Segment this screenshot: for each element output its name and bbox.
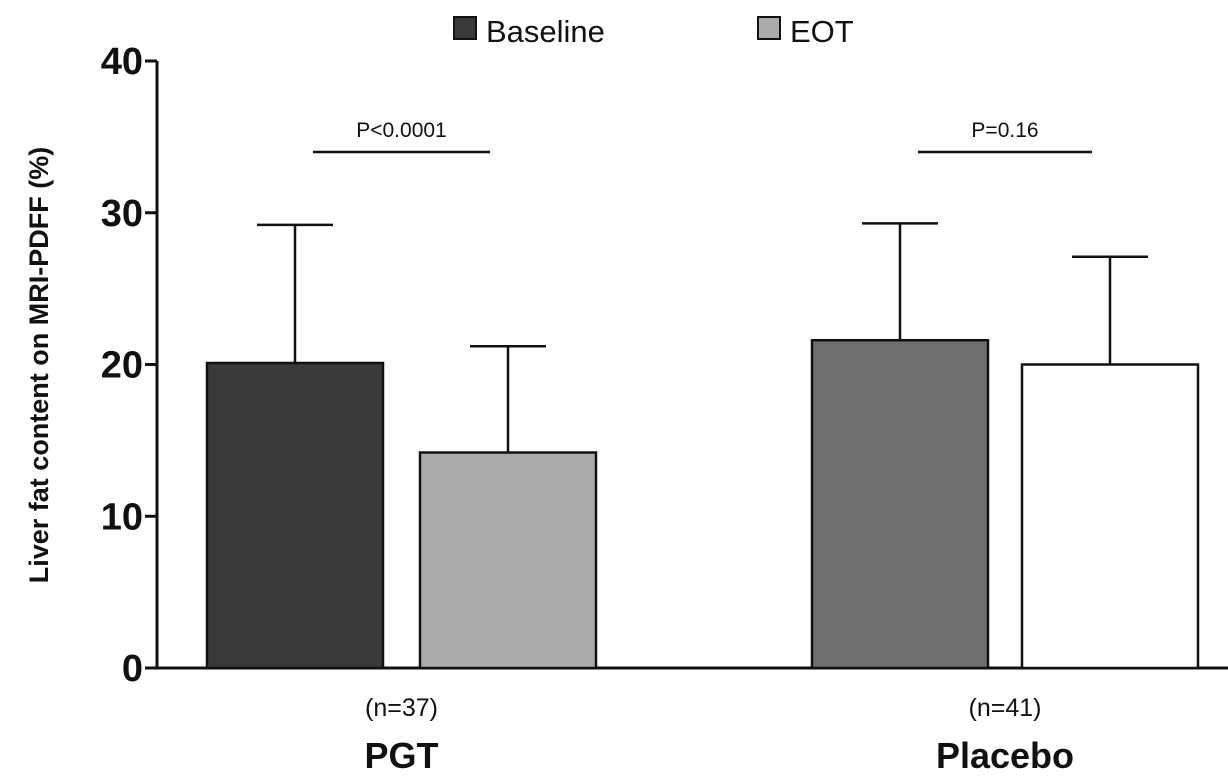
- p-value-label: P<0.0001: [356, 119, 447, 142]
- y-tick-label: 20: [101, 345, 143, 387]
- group-label: Placebo: [936, 735, 1074, 776]
- y-tick-label: 40: [101, 41, 143, 83]
- legend-swatch-eot: [757, 16, 781, 40]
- y-axis-title: Liver fat content on MRI-PDFF (%): [24, 147, 54, 583]
- group-label: PGT: [364, 735, 438, 776]
- bar-baseline: [205, 361, 385, 670]
- y-tick-label: 30: [101, 193, 143, 235]
- bars: P<0.0001 P=0.16: [205, 119, 1200, 670]
- legend-label-baseline: Baseline: [486, 14, 605, 49]
- group-labels: (n=37) PGT (n=41) Placebo: [364, 694, 1074, 776]
- legend: Baseline EOT: [453, 14, 854, 49]
- bar-baseline: [810, 338, 990, 670]
- legend-swatch-baseline: [453, 16, 477, 40]
- group-n-label: (n=37): [365, 694, 438, 722]
- legend-label-eot: EOT: [790, 14, 854, 49]
- bar-eot: [418, 451, 598, 670]
- y-axis-ticks: 0 10 20 30 40: [101, 41, 157, 690]
- y-tick-label: 0: [122, 648, 143, 690]
- p-value-label: P=0.16: [971, 119, 1038, 142]
- bar-eot: [1020, 363, 1200, 670]
- y-tick-label: 10: [101, 496, 143, 538]
- group-n-label: (n=41): [969, 694, 1042, 722]
